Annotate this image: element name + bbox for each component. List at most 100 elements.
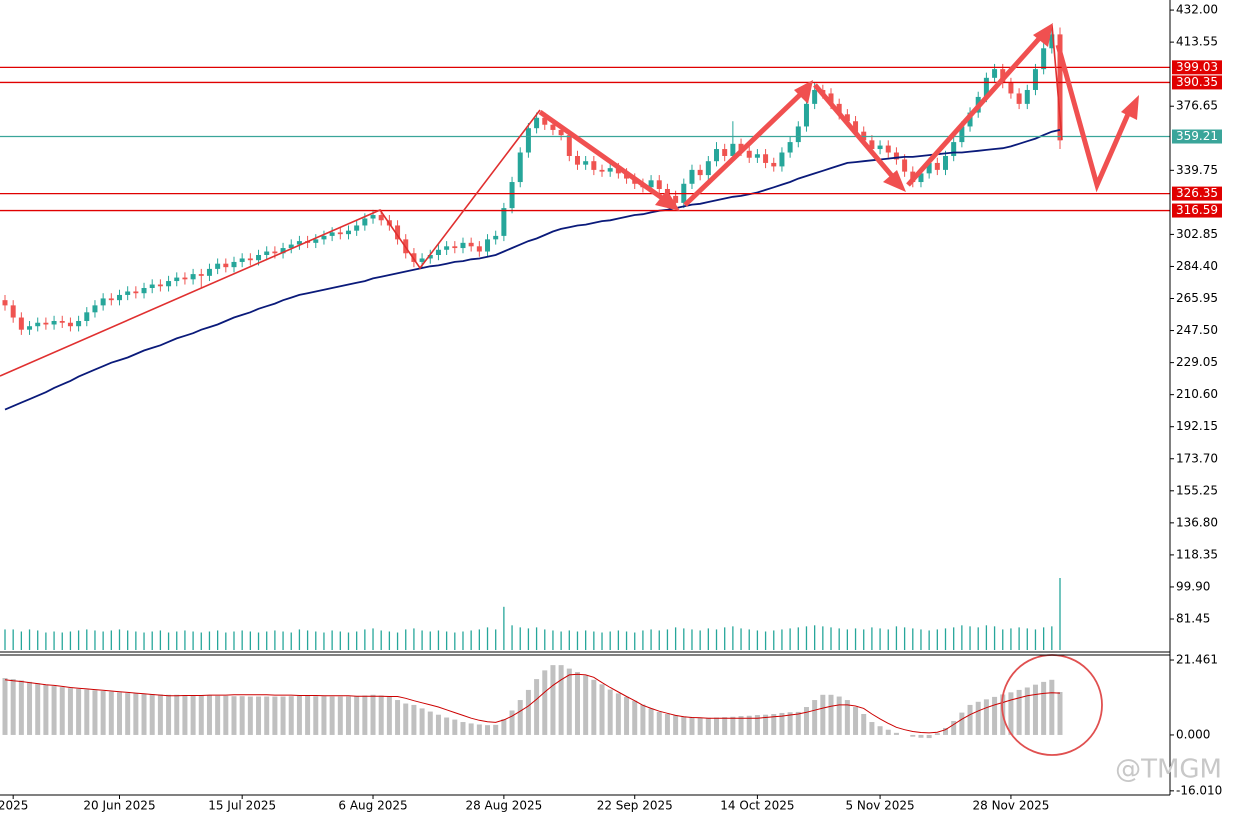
candle-body [902,159,908,172]
candle-body [239,258,245,262]
macd-bar [1016,689,1022,735]
macd-bar [738,716,744,735]
trend-line [1051,24,1063,141]
macd-bar [583,675,589,735]
candle-body [411,253,417,262]
macd-bar [403,703,409,735]
macd-bar [967,704,973,735]
y-tick-label: 118.35 [1176,547,1218,561]
candle-body [206,268,212,276]
level-label: 399.03 [1176,60,1218,74]
macd-bar [206,695,212,735]
macd-bar [795,711,801,735]
macd-bar [345,696,351,735]
candle-body [313,239,319,243]
macd-bar [444,717,450,735]
macd-bar [926,734,932,739]
candle-body [149,284,155,289]
macd-bar [771,714,777,735]
x-tick-label: 5 Nov 2025 [845,799,914,813]
candle-body [116,294,122,301]
candle-body [542,117,548,125]
candle-body [166,281,172,287]
macd-bar [288,696,294,735]
macd-bar [247,696,253,735]
macd-bar [411,704,417,735]
macd-bar [239,696,245,735]
macd-bar [558,665,564,735]
y-tick-label: 229.05 [1176,355,1218,369]
candle-body [673,195,679,203]
macd-bar [566,668,572,735]
macd-bar [787,712,793,735]
macd-bar [27,681,33,735]
macd-bar [43,684,49,735]
macd-bar [362,695,368,735]
candle-body [133,291,139,294]
macd-bar [59,687,65,735]
macd-bar [599,684,605,735]
macd-bar [386,696,392,735]
macd-bar [215,695,221,735]
macd-bar [296,695,302,735]
arrow [538,109,674,208]
macd-bar [983,699,989,735]
x-tick-label: 22 Sep 2025 [597,799,673,813]
macd-bar [198,695,204,735]
signal-line [4,673,1061,734]
y-tick-label: 284.40 [1176,259,1218,273]
candle-body [329,232,335,236]
level-label-box [1172,186,1222,201]
macd-bar [468,723,474,735]
candle-body [951,142,957,156]
macd-bar [673,715,679,735]
candle-body [27,326,33,330]
macd-bar [370,694,376,735]
candle-body [485,239,491,252]
macd-bar [100,690,106,735]
macd-bar [166,694,172,735]
candle-body [828,93,834,104]
candle-body [452,246,458,249]
candle-body [697,169,703,176]
candle-body [84,312,90,322]
macd-bar [648,708,654,735]
candle-body [509,182,515,209]
candle-body [190,274,196,280]
level-label: 359.21 [1176,129,1218,143]
level-label-box [1172,60,1222,75]
candle-body [256,254,262,261]
candle-body [738,143,744,151]
macd-bar [591,679,597,735]
candle-body [468,242,474,247]
macd-bar [10,679,16,735]
level-label: 390.35 [1176,75,1218,89]
macd-bar [812,700,818,735]
macd-bar [803,707,809,735]
macd-bar [378,695,384,735]
macd-bar [959,712,965,735]
candle-body [918,173,924,183]
candle-body [288,244,294,249]
macd-bar [607,689,613,735]
macd-bar [820,694,826,735]
moving-average [4,129,1061,411]
y-tick-label: 339.75 [1176,163,1218,177]
macd-bar [264,696,270,735]
macd-bar [427,711,433,735]
macd-bar [190,695,196,735]
candle-body [10,305,16,318]
arrow-head [794,80,813,104]
candle-body [656,180,662,189]
candle-body [574,155,580,165]
candle-body [435,249,441,255]
macd-bar [182,695,188,735]
macd-bar [943,727,949,735]
macd-bar [141,693,147,735]
candle-body [35,322,41,327]
macd-bar [493,724,499,735]
candle-body [705,161,711,176]
candle-body [885,145,891,153]
macd-bar [18,680,24,735]
arrow-head [883,170,906,192]
